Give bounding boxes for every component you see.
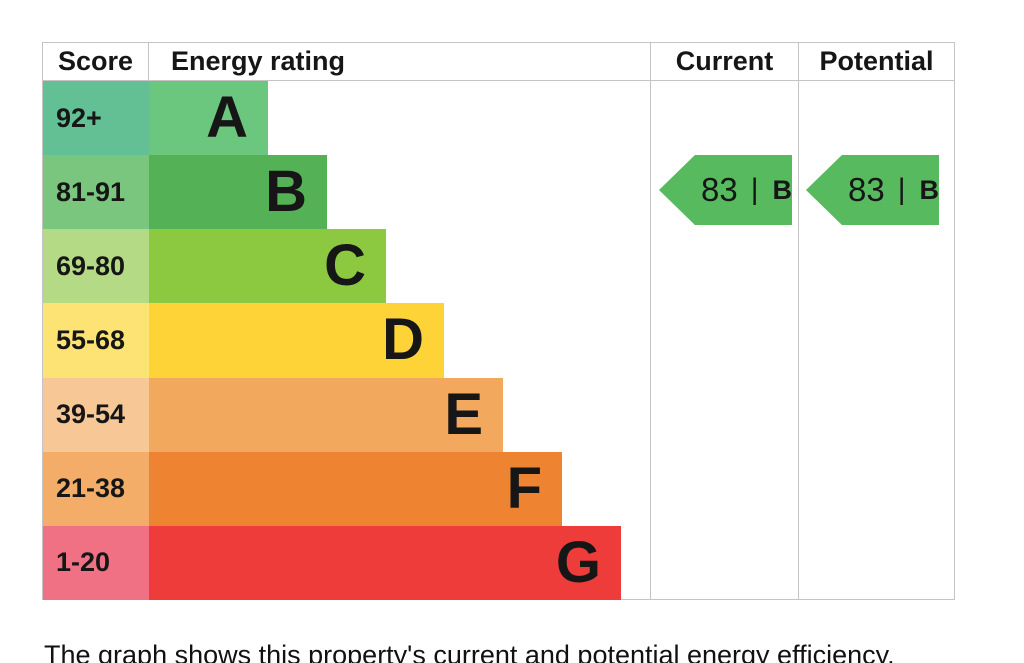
band-row: 55-68 D [43, 303, 954, 378]
rating-bar-track: A [149, 81, 650, 156]
rating-bar: C [149, 229, 386, 304]
band-row: 1-20 G [43, 525, 954, 600]
rating-bar-track: E [149, 377, 650, 452]
potential-column-cell [798, 451, 954, 526]
rating-bar-track: G [149, 525, 650, 600]
score-range-label: 92+ [56, 102, 102, 133]
band-letter: D [382, 307, 424, 373]
score-range-cell: 21-38 [43, 451, 149, 526]
band-letter: A [206, 85, 248, 151]
score-range-cell: 39-54 [43, 377, 149, 452]
current-band-letter: B [772, 174, 793, 205]
rating-bar-track: B [149, 155, 650, 230]
band-letter: B [265, 159, 307, 225]
band-letter: G [555, 529, 601, 595]
band-letter: F [506, 455, 542, 521]
score-range-label: 55-68 [56, 324, 126, 355]
score-range-label: 39-54 [56, 399, 126, 430]
current-column-cell [650, 451, 798, 526]
rating-bar: G [149, 525, 621, 600]
rating-bar: A [149, 81, 268, 156]
score-range-label: 21-38 [56, 473, 126, 504]
current-column-cell [650, 303, 798, 378]
header-current: Current [650, 43, 798, 80]
current-column-cell [650, 525, 798, 600]
caption-text: The graph shows this property's current … [44, 640, 895, 663]
rating-bar-track: F [149, 451, 650, 526]
potential-column-cell [798, 303, 954, 378]
band-row: 21-38 F [43, 451, 954, 526]
potential-score-value: 83 [848, 171, 885, 208]
score-range-cell: 1-20 [43, 525, 149, 600]
score-range-label: 1-20 [56, 547, 111, 578]
score-range-label: 81-91 [56, 176, 126, 207]
band-letter: C [324, 233, 366, 299]
rating-bar: E [149, 377, 503, 452]
score-range-cell: 92+ [43, 81, 149, 156]
score-range-cell: 81-91 [43, 155, 149, 230]
header-energy-rating: Energy rating [171, 46, 346, 76]
epc-band-rows: 92+ A 81-91 B 69-80 C [43, 81, 954, 600]
epc-rating-table: Score Energy rating Current Potential 92… [42, 42, 955, 600]
current-score-value: 83 [701, 171, 738, 208]
score-range-cell: 69-80 [43, 229, 149, 304]
current-column-cell [650, 81, 798, 156]
header-potential: Potential [798, 43, 954, 80]
band-row: 39-54 E [43, 377, 954, 452]
epc-header-row: Score Energy rating Current Potential [43, 43, 954, 81]
band-row: 81-91 B [43, 155, 954, 230]
potential-band-letter: B [919, 174, 940, 205]
rating-bar-track: C [149, 229, 650, 304]
potential-column-cell [798, 377, 954, 452]
header-score: Score [43, 43, 149, 80]
rating-bar: D [149, 303, 444, 378]
band-row: 92+ A [43, 81, 954, 156]
rating-bar: B [149, 155, 327, 230]
potential-column-cell [798, 229, 954, 304]
band-row: 69-80 C [43, 229, 954, 304]
rating-bar-track: D [149, 303, 650, 378]
score-range-cell: 55-68 [43, 303, 149, 378]
rating-bar: F [149, 451, 562, 526]
current-column-cell [650, 229, 798, 304]
potential-column-cell [798, 81, 954, 156]
potential-column-cell [798, 525, 954, 600]
current-column-cell [650, 155, 798, 230]
arrow-separator: | [750, 173, 759, 206]
potential-column-cell [798, 155, 954, 230]
score-range-label: 69-80 [56, 250, 126, 281]
arrow-separator: | [897, 173, 906, 206]
current-column-cell [650, 377, 798, 452]
band-letter: E [444, 381, 483, 447]
